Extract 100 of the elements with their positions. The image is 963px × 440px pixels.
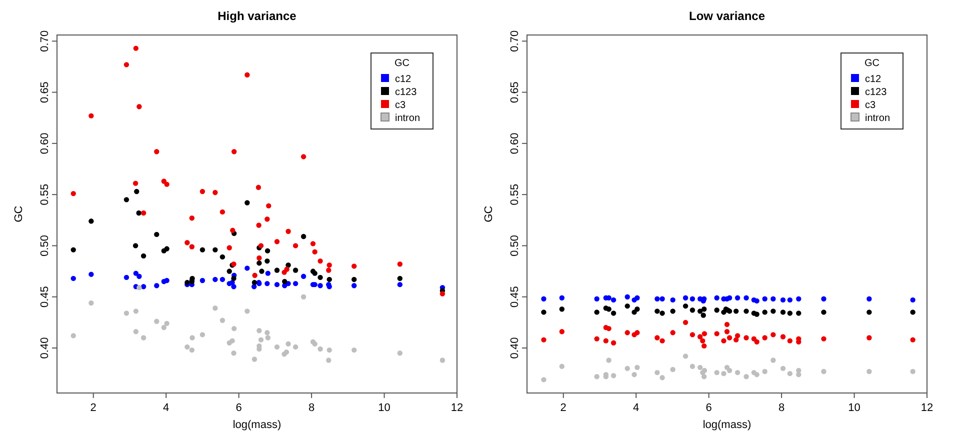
- x-tick-label: 8: [308, 402, 315, 414]
- point: [594, 374, 600, 380]
- point: [282, 278, 288, 284]
- point: [231, 326, 237, 332]
- point: [670, 308, 676, 314]
- point: [770, 358, 776, 363]
- point: [654, 370, 660, 376]
- point: [274, 239, 280, 244]
- point: [700, 312, 706, 318]
- point: [189, 244, 195, 250]
- point: [787, 310, 793, 316]
- point: [164, 278, 170, 284]
- point: [300, 154, 306, 160]
- point: [654, 308, 660, 314]
- point: [190, 335, 195, 340]
- point: [754, 339, 760, 344]
- point: [610, 373, 616, 378]
- legend-label: c123: [865, 87, 888, 98]
- point: [787, 297, 793, 303]
- legend-label: c3: [395, 100, 406, 111]
- point: [274, 268, 280, 273]
- point: [259, 268, 264, 274]
- point: [714, 308, 720, 313]
- point: [265, 335, 271, 340]
- point: [264, 258, 270, 264]
- point: [200, 332, 206, 338]
- point: [397, 262, 403, 267]
- point: [220, 318, 226, 323]
- y-tick-label: 0.50: [39, 235, 51, 256]
- point: [189, 347, 195, 353]
- point: [670, 366, 676, 372]
- point: [226, 268, 232, 274]
- point: [721, 370, 726, 376]
- point: [212, 306, 218, 311]
- point: [714, 295, 720, 300]
- point: [690, 332, 696, 338]
- legend-label: intron: [395, 113, 420, 124]
- point: [189, 215, 195, 221]
- chart-title: High variance: [218, 9, 297, 23]
- point: [660, 296, 665, 302]
- point: [88, 218, 94, 224]
- point: [606, 306, 612, 312]
- x-tick-label: 10: [378, 402, 390, 414]
- point: [701, 306, 707, 312]
- point: [780, 334, 786, 340]
- point: [134, 188, 140, 194]
- point: [821, 310, 826, 315]
- point: [697, 308, 703, 314]
- point: [154, 283, 160, 288]
- point: [300, 294, 306, 300]
- point: [124, 197, 130, 202]
- point: [220, 254, 226, 260]
- point: [660, 338, 665, 344]
- point: [654, 296, 660, 302]
- point: [292, 243, 298, 248]
- point: [714, 331, 720, 336]
- point: [133, 46, 139, 51]
- point: [610, 297, 616, 303]
- point: [256, 184, 262, 190]
- point: [70, 333, 76, 338]
- point: [140, 253, 146, 259]
- point: [226, 245, 232, 250]
- point: [124, 62, 130, 68]
- y-tick-label: 0.55: [39, 184, 51, 206]
- point: [821, 368, 826, 374]
- point: [754, 312, 760, 317]
- point: [821, 336, 826, 342]
- point: [154, 149, 160, 154]
- point: [140, 335, 146, 340]
- point: [670, 330, 676, 336]
- point: [292, 268, 298, 273]
- point: [133, 329, 139, 334]
- point: [292, 280, 298, 286]
- point: [244, 308, 250, 314]
- point: [244, 200, 250, 206]
- y-tick-label: 0.60: [509, 132, 521, 154]
- point: [744, 374, 749, 380]
- legend-title: GC: [394, 58, 410, 69]
- point: [397, 276, 403, 282]
- point: [231, 350, 236, 356]
- point: [690, 296, 696, 302]
- point: [744, 335, 749, 340]
- point: [624, 294, 630, 300]
- point: [230, 338, 235, 344]
- x-tick-label: 12: [450, 402, 464, 414]
- point: [252, 280, 258, 286]
- point: [274, 344, 280, 350]
- point: [300, 234, 306, 240]
- point: [762, 296, 768, 302]
- point: [351, 347, 357, 353]
- point: [154, 232, 160, 238]
- point: [256, 222, 262, 228]
- point: [866, 296, 872, 302]
- point: [780, 366, 786, 372]
- point: [559, 306, 565, 312]
- point: [312, 341, 318, 347]
- point: [220, 209, 226, 215]
- point: [326, 276, 332, 282]
- y-tick-label: 0.65: [39, 82, 51, 103]
- point: [682, 320, 688, 326]
